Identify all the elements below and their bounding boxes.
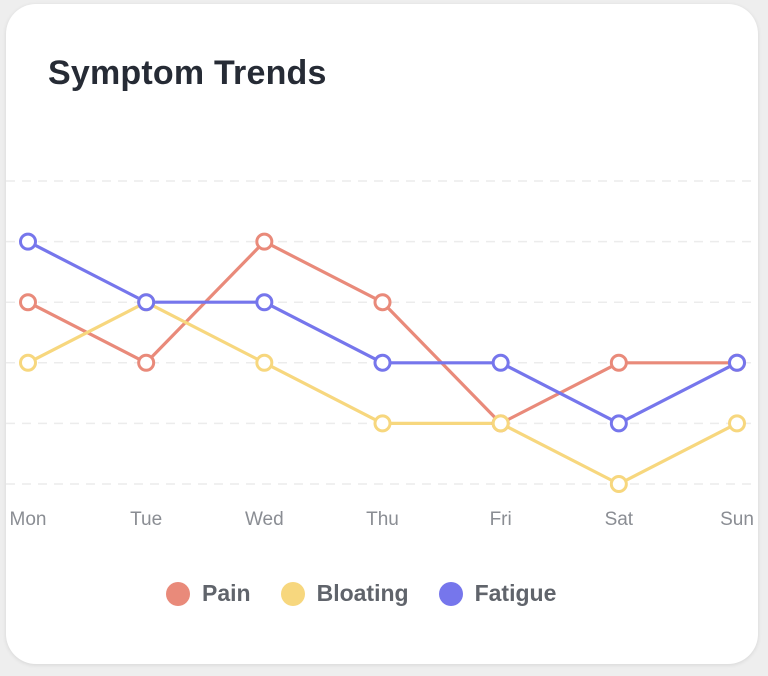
series-line-fatigue bbox=[26, 240, 739, 425]
data-point-bloating[interactable] bbox=[491, 414, 510, 433]
series-line-pain bbox=[26, 240, 739, 425]
data-point-bloating[interactable] bbox=[609, 475, 628, 493]
data-point-pain[interactable] bbox=[255, 232, 274, 251]
x-tick-label: Tue bbox=[130, 509, 162, 530]
legend-label: Fatigue bbox=[474, 580, 557, 606]
data-point-pain[interactable] bbox=[137, 353, 156, 372]
legend-item-bloating[interactable]: Bloating bbox=[280, 580, 409, 607]
chart-card: Symptom Trends Mon Tue Wed Thu Fri Sat Sun Pai… bbox=[6, 4, 758, 664]
data-point-bloating[interactable] bbox=[728, 414, 746, 433]
line-chart: Mon Tue Wed Thu Fri Sat Sun bbox=[6, 180, 758, 530]
data-point-fatigue[interactable] bbox=[255, 293, 274, 312]
legend-label: Bloating bbox=[316, 580, 409, 606]
data-point-bloating[interactable] bbox=[255, 353, 274, 372]
legend-swatch bbox=[438, 581, 463, 606]
x-tick-label: Wed bbox=[245, 509, 284, 530]
x-tick-label: Sun bbox=[720, 509, 754, 530]
legend-label: Pain bbox=[202, 580, 251, 606]
data-point-fatigue[interactable] bbox=[728, 353, 746, 372]
legend-swatch bbox=[166, 581, 190, 606]
chart-title: Symptom Trends bbox=[48, 54, 327, 92]
series-line-bloating bbox=[26, 300, 739, 486]
data-point-bloating[interactable] bbox=[19, 353, 37, 372]
legend-item-pain[interactable]: Pain bbox=[166, 580, 251, 607]
legend-item-fatigue[interactable]: Fatigue bbox=[438, 580, 557, 607]
data-point-pain[interactable] bbox=[19, 293, 37, 312]
gridlines bbox=[6, 180, 758, 485]
x-tick-label: Fri bbox=[490, 509, 512, 530]
data-point-fatigue[interactable] bbox=[609, 414, 628, 433]
chart-legend: Pain Bloating Fatigue bbox=[166, 580, 556, 607]
data-point-bloating[interactable] bbox=[373, 414, 392, 433]
data-point-fatigue[interactable] bbox=[19, 232, 37, 251]
data-point-fatigue[interactable] bbox=[491, 353, 510, 372]
data-point-pain[interactable] bbox=[609, 353, 628, 372]
legend-swatch bbox=[280, 581, 305, 606]
data-point-fatigue[interactable] bbox=[373, 353, 392, 372]
x-tick-label: Thu bbox=[366, 509, 399, 530]
data-point-pain[interactable] bbox=[373, 293, 392, 312]
data-point-fatigue[interactable] bbox=[137, 293, 156, 312]
x-tick-label: Mon bbox=[10, 509, 47, 530]
x-axis-ticks: Mon Tue Wed Thu Fri Sat Sun bbox=[10, 509, 754, 530]
x-tick-label: Sat bbox=[605, 509, 634, 530]
